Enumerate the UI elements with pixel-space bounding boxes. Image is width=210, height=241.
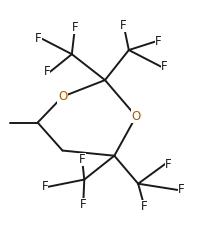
Text: F: F	[35, 32, 42, 45]
Text: F: F	[41, 180, 48, 193]
Text: F: F	[177, 183, 184, 196]
Text: O: O	[58, 90, 67, 103]
Text: F: F	[120, 19, 127, 32]
Text: F: F	[141, 200, 148, 213]
Text: F: F	[161, 60, 168, 73]
Text: F: F	[43, 65, 50, 78]
Text: F: F	[155, 35, 161, 48]
Text: F: F	[80, 198, 87, 211]
Text: F: F	[165, 158, 172, 171]
Text: F: F	[72, 21, 78, 34]
Text: F: F	[79, 153, 85, 166]
Text: O: O	[131, 110, 141, 123]
